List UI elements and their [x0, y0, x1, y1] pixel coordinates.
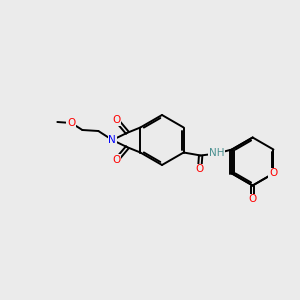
Text: O: O — [112, 155, 121, 165]
Text: NH: NH — [209, 148, 224, 158]
Text: O: O — [196, 164, 204, 175]
Text: N: N — [109, 135, 116, 145]
Text: O: O — [248, 194, 257, 205]
Text: O: O — [269, 169, 278, 178]
Text: O: O — [67, 118, 76, 128]
Text: O: O — [112, 115, 121, 125]
